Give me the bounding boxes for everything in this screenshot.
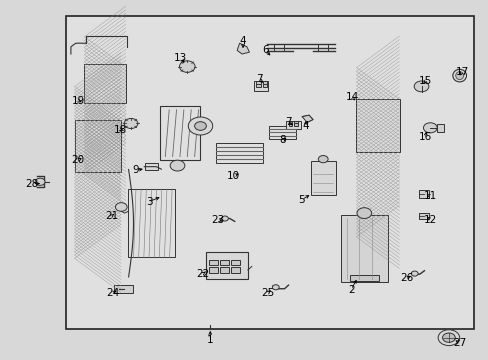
Text: 7: 7 [255, 74, 262, 84]
Circle shape [356, 208, 371, 219]
Bar [255, 84, 260, 87]
Bar [418, 213, 428, 219]
Circle shape [423, 123, 436, 133]
Circle shape [437, 330, 459, 346]
Bar [220, 260, 228, 265]
Bar [209, 260, 218, 265]
Bar [285, 121, 300, 129]
Text: 28: 28 [25, 179, 39, 189]
Bar [84, 64, 126, 103]
Bar [310, 161, 335, 195]
Text: 7: 7 [285, 117, 291, 127]
Text: 21: 21 [104, 211, 118, 221]
Bar [206, 252, 247, 279]
Text: 13: 13 [174, 53, 187, 63]
Bar [356, 99, 399, 152]
Text: 20: 20 [72, 155, 84, 165]
Circle shape [221, 216, 228, 221]
Bar [436, 124, 443, 132]
Bar [349, 275, 378, 281]
Text: 11: 11 [423, 191, 436, 201]
Bar [145, 163, 157, 170]
Bar [209, 267, 218, 273]
Bar [75, 120, 121, 172]
Text: 19: 19 [71, 96, 85, 106]
Text: 6: 6 [262, 45, 268, 55]
Text: 26: 26 [400, 273, 413, 283]
Text: 4: 4 [239, 36, 246, 46]
Ellipse shape [452, 69, 466, 82]
Bar [341, 215, 387, 282]
Text: 8: 8 [279, 135, 285, 145]
Bar [262, 84, 267, 87]
Circle shape [115, 203, 127, 211]
Text: 18: 18 [114, 125, 127, 135]
Bar [418, 190, 428, 198]
Text: 9: 9 [132, 165, 139, 175]
Bar [253, 81, 268, 91]
Text: 14: 14 [345, 92, 358, 102]
Polygon shape [237, 43, 249, 54]
Text: 15: 15 [418, 76, 431, 86]
Text: 24: 24 [105, 288, 119, 298]
Bar [268, 126, 295, 139]
Circle shape [194, 122, 206, 130]
Text: 2: 2 [347, 285, 354, 295]
Circle shape [170, 160, 184, 171]
Bar [230, 260, 239, 265]
Circle shape [410, 271, 417, 276]
Circle shape [188, 117, 212, 135]
Circle shape [124, 118, 138, 129]
Bar [216, 143, 263, 163]
Circle shape [179, 61, 195, 72]
Bar [230, 267, 239, 273]
Bar [114, 285, 133, 293]
Circle shape [35, 178, 45, 185]
Bar [128, 189, 175, 257]
Text: 23: 23 [210, 215, 224, 225]
Text: 1: 1 [206, 335, 213, 345]
Bar [288, 121, 292, 123]
Bar [288, 123, 292, 126]
Circle shape [413, 81, 428, 92]
Bar [220, 267, 228, 273]
Text: 25: 25 [261, 288, 274, 298]
Bar [294, 123, 298, 126]
Text: 22: 22 [196, 269, 209, 279]
Circle shape [272, 285, 279, 290]
Bar [66, 16, 473, 329]
Bar [262, 81, 267, 84]
Text: 17: 17 [454, 67, 468, 77]
Circle shape [442, 333, 454, 342]
Text: 12: 12 [423, 215, 436, 225]
Text: 16: 16 [418, 132, 431, 142]
Text: 3: 3 [145, 197, 152, 207]
Bar [294, 121, 298, 123]
Bar [255, 81, 260, 84]
Text: 27: 27 [452, 338, 466, 348]
Text: 10: 10 [227, 171, 240, 181]
Circle shape [318, 156, 327, 163]
Polygon shape [302, 115, 312, 122]
Text: 5: 5 [298, 195, 305, 205]
Ellipse shape [455, 72, 463, 80]
Bar [160, 106, 199, 160]
Text: 4: 4 [302, 121, 308, 131]
